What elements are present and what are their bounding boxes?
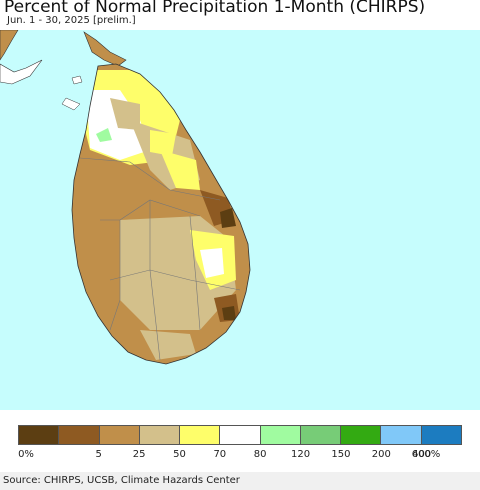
map-title: Percent of Normal Precipitation 1-Month … [4,0,426,17]
legend-swatch [260,426,301,444]
legend-label: 50 [173,449,186,460]
delft-island [71,75,83,85]
legend-label: 600% [411,449,441,460]
legend-swatch [381,426,422,444]
source-footer: Source: CHIRPS, UCSB, Climate Hazards Ce… [0,472,480,490]
island-outline [71,63,251,365]
legend-label: 25 [132,449,146,460]
legend-swatch [19,426,60,444]
india-coast [0,30,19,61]
legend-label: 80 [253,449,267,460]
source-text: Source: CHIRPS, UCSB, Climate Hazards Ce… [3,475,240,486]
legend-swatch [180,426,221,444]
legend-swatch [421,426,461,444]
ocean [0,30,480,410]
legend-swatch [341,426,382,444]
legend-swatch [59,426,100,444]
mannar-island [61,97,81,111]
legend-label: 400 [412,449,432,460]
legend-label: 120 [290,449,311,460]
legend-color-bar [18,425,462,445]
legend-label: 200 [371,449,391,460]
map-subtitle: Jun. 1 - 30, 2025 [prelim.] [7,15,136,26]
legend-labels: 0% 5 25 50 70 80 120 150 200 400 600% [0,449,480,463]
legend-label: 150 [331,449,351,460]
legend-label: 5 [95,449,102,460]
legend-swatch [300,426,342,444]
india-coast-2 [0,59,43,85]
legend-label: 70 [213,449,227,460]
legend-swatch [220,426,261,444]
legend-swatch [99,426,140,444]
legend-swatch [139,426,181,444]
legend-label: 0% [18,449,34,460]
jaffna-peninsula [83,31,127,67]
precipitation-map [0,30,480,410]
